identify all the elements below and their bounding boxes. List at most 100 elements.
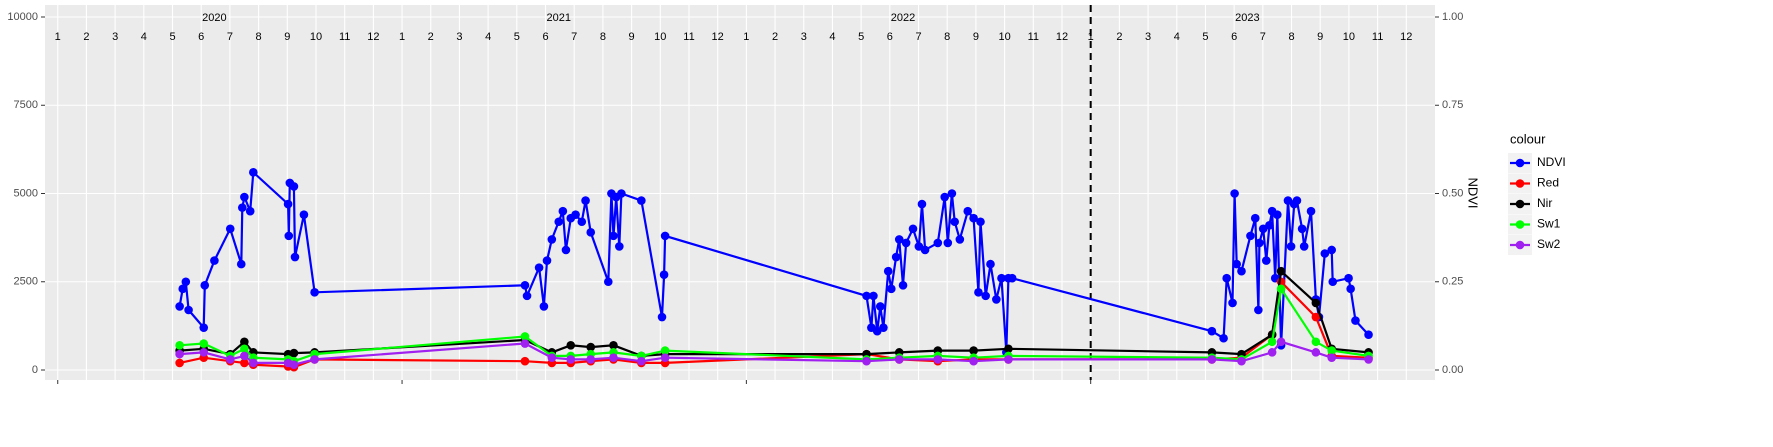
- month-label: 6: [198, 31, 204, 43]
- point: [603, 277, 613, 287]
- point: [175, 340, 184, 350]
- y-tick-label: 7500: [14, 99, 38, 111]
- marks: [175, 5, 1373, 380]
- month-label: 4: [141, 31, 147, 43]
- point: [240, 337, 249, 347]
- point: [887, 284, 896, 294]
- point: [245, 206, 255, 216]
- month-label: 12: [367, 31, 379, 43]
- point: [1254, 305, 1263, 315]
- point: [299, 210, 309, 219]
- month-label: 8: [600, 31, 606, 43]
- point: [566, 355, 576, 364]
- point: [534, 263, 544, 272]
- month-label: 1: [1088, 31, 1094, 43]
- month-label: 9: [973, 31, 979, 43]
- point: [175, 358, 184, 368]
- point: [199, 339, 209, 348]
- point: [1207, 355, 1217, 364]
- point: [310, 355, 319, 364]
- point: [283, 199, 293, 209]
- year-label: 2021: [546, 12, 570, 24]
- point: [1207, 326, 1217, 336]
- point: [1306, 206, 1316, 216]
- panel: [45, 5, 1435, 380]
- month-label: 7: [571, 31, 577, 43]
- point: [659, 270, 669, 279]
- point: [1364, 355, 1373, 364]
- month-label: 10: [654, 31, 666, 43]
- point: [976, 217, 985, 227]
- month-label: 11: [683, 31, 694, 43]
- month-label: 2: [83, 31, 89, 43]
- point: [898, 280, 908, 290]
- point: [1255, 238, 1264, 248]
- point: [558, 206, 568, 216]
- point: [862, 291, 871, 301]
- point: [554, 217, 564, 227]
- point: [249, 358, 258, 368]
- y-tick-label: 0: [32, 364, 38, 376]
- point: [617, 189, 626, 198]
- point: [950, 217, 959, 227]
- point: [290, 252, 300, 262]
- point: [609, 340, 618, 350]
- month-label: 11: [1372, 31, 1383, 43]
- legend-label: Red: [1537, 176, 1559, 190]
- month-label: 1: [55, 31, 61, 43]
- point: [1344, 273, 1353, 283]
- legend-label: Sw1: [1537, 217, 1561, 231]
- month-label: 10: [1343, 31, 1355, 43]
- point: [1273, 210, 1282, 219]
- year-label: 2023: [1235, 12, 1259, 24]
- point: [1299, 242, 1309, 251]
- point: [1237, 266, 1246, 276]
- point: [660, 346, 670, 355]
- point: [1276, 337, 1286, 347]
- point: [657, 312, 667, 322]
- point: [520, 332, 530, 341]
- point: [908, 224, 918, 234]
- point: [520, 356, 530, 366]
- month-label: 3: [456, 31, 462, 43]
- point: [547, 235, 557, 244]
- point: [894, 235, 904, 244]
- point: [566, 340, 576, 350]
- month-label: 6: [542, 31, 548, 43]
- point: [175, 302, 184, 311]
- point: [200, 280, 210, 290]
- point: [199, 348, 209, 357]
- year-label: 2020: [202, 12, 226, 24]
- month-label: 2: [1116, 31, 1122, 43]
- point: [1004, 344, 1013, 354]
- point: [225, 355, 235, 364]
- y2-tick-label: 0.50: [1442, 187, 1463, 199]
- right-axis-title: NDVI: [1466, 177, 1481, 208]
- point: [1219, 333, 1228, 343]
- point: [310, 288, 319, 297]
- y2-tick-label: 1.00: [1442, 11, 1463, 23]
- point: [561, 245, 571, 255]
- month-label: 5: [169, 31, 175, 43]
- y-tick-label: 5000: [14, 187, 38, 199]
- point: [1364, 330, 1373, 340]
- point: [178, 284, 188, 294]
- point: [522, 291, 532, 301]
- point: [1276, 284, 1286, 294]
- point: [586, 228, 596, 237]
- legend-dot: [1515, 179, 1525, 188]
- y2-tick-label: 0.00: [1442, 364, 1463, 376]
- y2-tick-label: 0.75: [1442, 99, 1463, 111]
- point: [1311, 298, 1321, 308]
- point: [289, 348, 299, 358]
- month-label: 12: [1056, 31, 1068, 43]
- legend-label: NDVI: [1537, 155, 1566, 169]
- point: [249, 168, 258, 177]
- point: [1246, 231, 1255, 241]
- point: [1328, 277, 1338, 287]
- point: [1232, 259, 1241, 269]
- point: [184, 305, 193, 315]
- point: [1237, 356, 1246, 366]
- month-label: 5: [514, 31, 520, 43]
- point: [577, 217, 587, 227]
